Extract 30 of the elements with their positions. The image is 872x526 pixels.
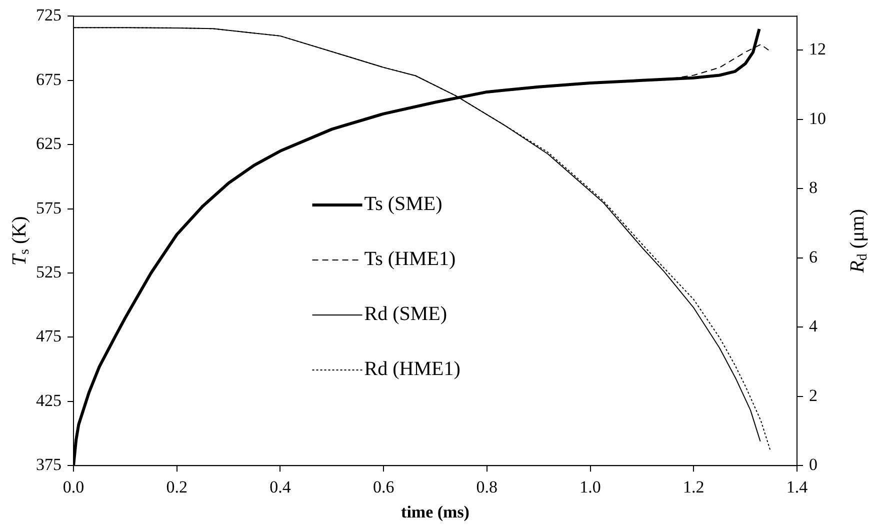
y-axis-title: Ts (K)	[8, 216, 33, 266]
y-tick-label: 675	[36, 70, 62, 89]
legend-label: Rd (SME)	[364, 303, 448, 326]
y-tick-label: 475	[36, 326, 62, 346]
y2-tick-label: 4	[809, 316, 818, 336]
x-tick-label: 0.0	[62, 477, 84, 496]
legend-label: Rd (HME1)	[364, 358, 460, 380]
x-tick-label: 1.4	[786, 477, 808, 496]
x-tick-label: 1.2	[683, 477, 704, 496]
x-tick-label: 0.6	[372, 477, 394, 496]
y2-axis-title: Rd (μm)	[846, 208, 871, 274]
y2-tick-label: 0	[809, 455, 818, 474]
x-axis-title: time (ms)	[401, 502, 470, 522]
y-tick-label: 525	[36, 262, 62, 282]
legend-label: Ts (SME)	[364, 193, 442, 216]
x-tick-label: 0.8	[476, 477, 498, 496]
y-tick-label: 375	[36, 455, 62, 474]
y-tick-label: 575	[36, 198, 62, 218]
y2-tick-label: 10	[809, 108, 826, 128]
y2-tick-label: 6	[809, 247, 818, 266]
x-tick-label: 0.4	[270, 477, 292, 496]
y-tick-label: 725	[36, 6, 62, 25]
x-tick-label: 1.0	[580, 477, 601, 496]
y-tick-label: 425	[36, 390, 62, 410]
x-tick-label: 0.2	[166, 477, 188, 496]
y2-tick-label: 8	[809, 178, 818, 198]
y2-tick-label: 2	[809, 386, 818, 405]
y2-tick-label: 12	[809, 40, 826, 59]
legend-label: Ts (HME1)	[364, 248, 456, 270]
y-tick-label: 625	[36, 134, 62, 154]
